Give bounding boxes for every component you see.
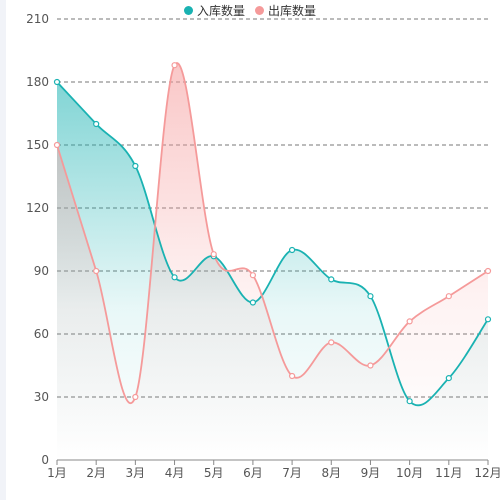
series-line-out [56,62,489,405]
x-tick-label: 5月 [204,466,224,480]
legend-dot-out [255,5,264,15]
y-tick-label: 180 [26,75,49,89]
data-point-out[interactable] [445,293,452,300]
data-point-in[interactable] [171,274,178,281]
data-points [53,62,492,405]
y-tick-label: 0 [41,453,49,467]
left-edge-strip [0,0,6,500]
data-point-in[interactable] [132,162,139,170]
data-point-in[interactable] [484,316,492,323]
data-point-out[interactable] [93,267,100,275]
x-tick-label: 7月 [282,466,302,480]
legend-dot-in [183,5,193,15]
y-tick-label: 120 [26,201,49,215]
data-point-out[interactable] [53,141,61,149]
x-tick-label: 6月 [243,466,263,480]
data-point-in[interactable] [328,276,335,283]
data-point-out[interactable] [367,362,374,369]
x-tick-label: 4月 [165,466,185,480]
y-tick-label: 150 [26,138,49,152]
x-tick-label: 1月 [47,466,67,480]
data-point-out[interactable] [171,62,178,69]
area-fills [57,63,488,461]
data-point-in[interactable] [93,120,100,128]
x-tick-label: 12月 [474,466,500,480]
y-tick-label: 60 [34,327,49,341]
data-point-out[interactable] [484,267,492,275]
x-tick-label: 9月 [361,466,381,480]
x-tick-label: 8月 [321,466,341,480]
data-point-in[interactable] [288,246,296,254]
x-tick-label: 10月 [396,466,423,480]
data-point-out[interactable] [288,372,296,380]
data-point-in[interactable] [445,375,452,382]
y-tick-label: 90 [34,264,49,278]
legend: 入库数量 出库数量 [0,2,500,18]
axes: 0 30 60 90 120 150 180 210 1月 2月 3月 4月 5月 6月 7月 8月 9月 10月… [26,12,500,480]
legend-item-out[interactable]: 出库数量 [255,2,316,19]
data-point-out[interactable] [210,251,217,258]
data-point-in[interactable] [53,78,61,86]
data-point-out[interactable] [249,272,257,279]
data-point-out[interactable] [328,339,335,346]
x-tick-label: 2月 [86,466,106,480]
x-tick-label: 11月 [435,466,462,480]
y-tick-label: 210 [26,12,49,26]
data-point-in[interactable] [249,299,257,306]
legend-label-in: 入库数量 [196,3,245,18]
legend-label-out: 出库数量 [268,3,317,18]
legend-item-in[interactable]: 入库数量 [183,2,245,19]
data-point-in[interactable] [406,398,413,405]
area-out [57,63,488,461]
x-tick-label: 3月 [126,466,146,480]
data-point-in[interactable] [367,293,374,300]
data-point-out[interactable] [132,393,139,401]
y-tick-label: 30 [34,390,49,404]
data-point-out[interactable] [406,318,413,325]
